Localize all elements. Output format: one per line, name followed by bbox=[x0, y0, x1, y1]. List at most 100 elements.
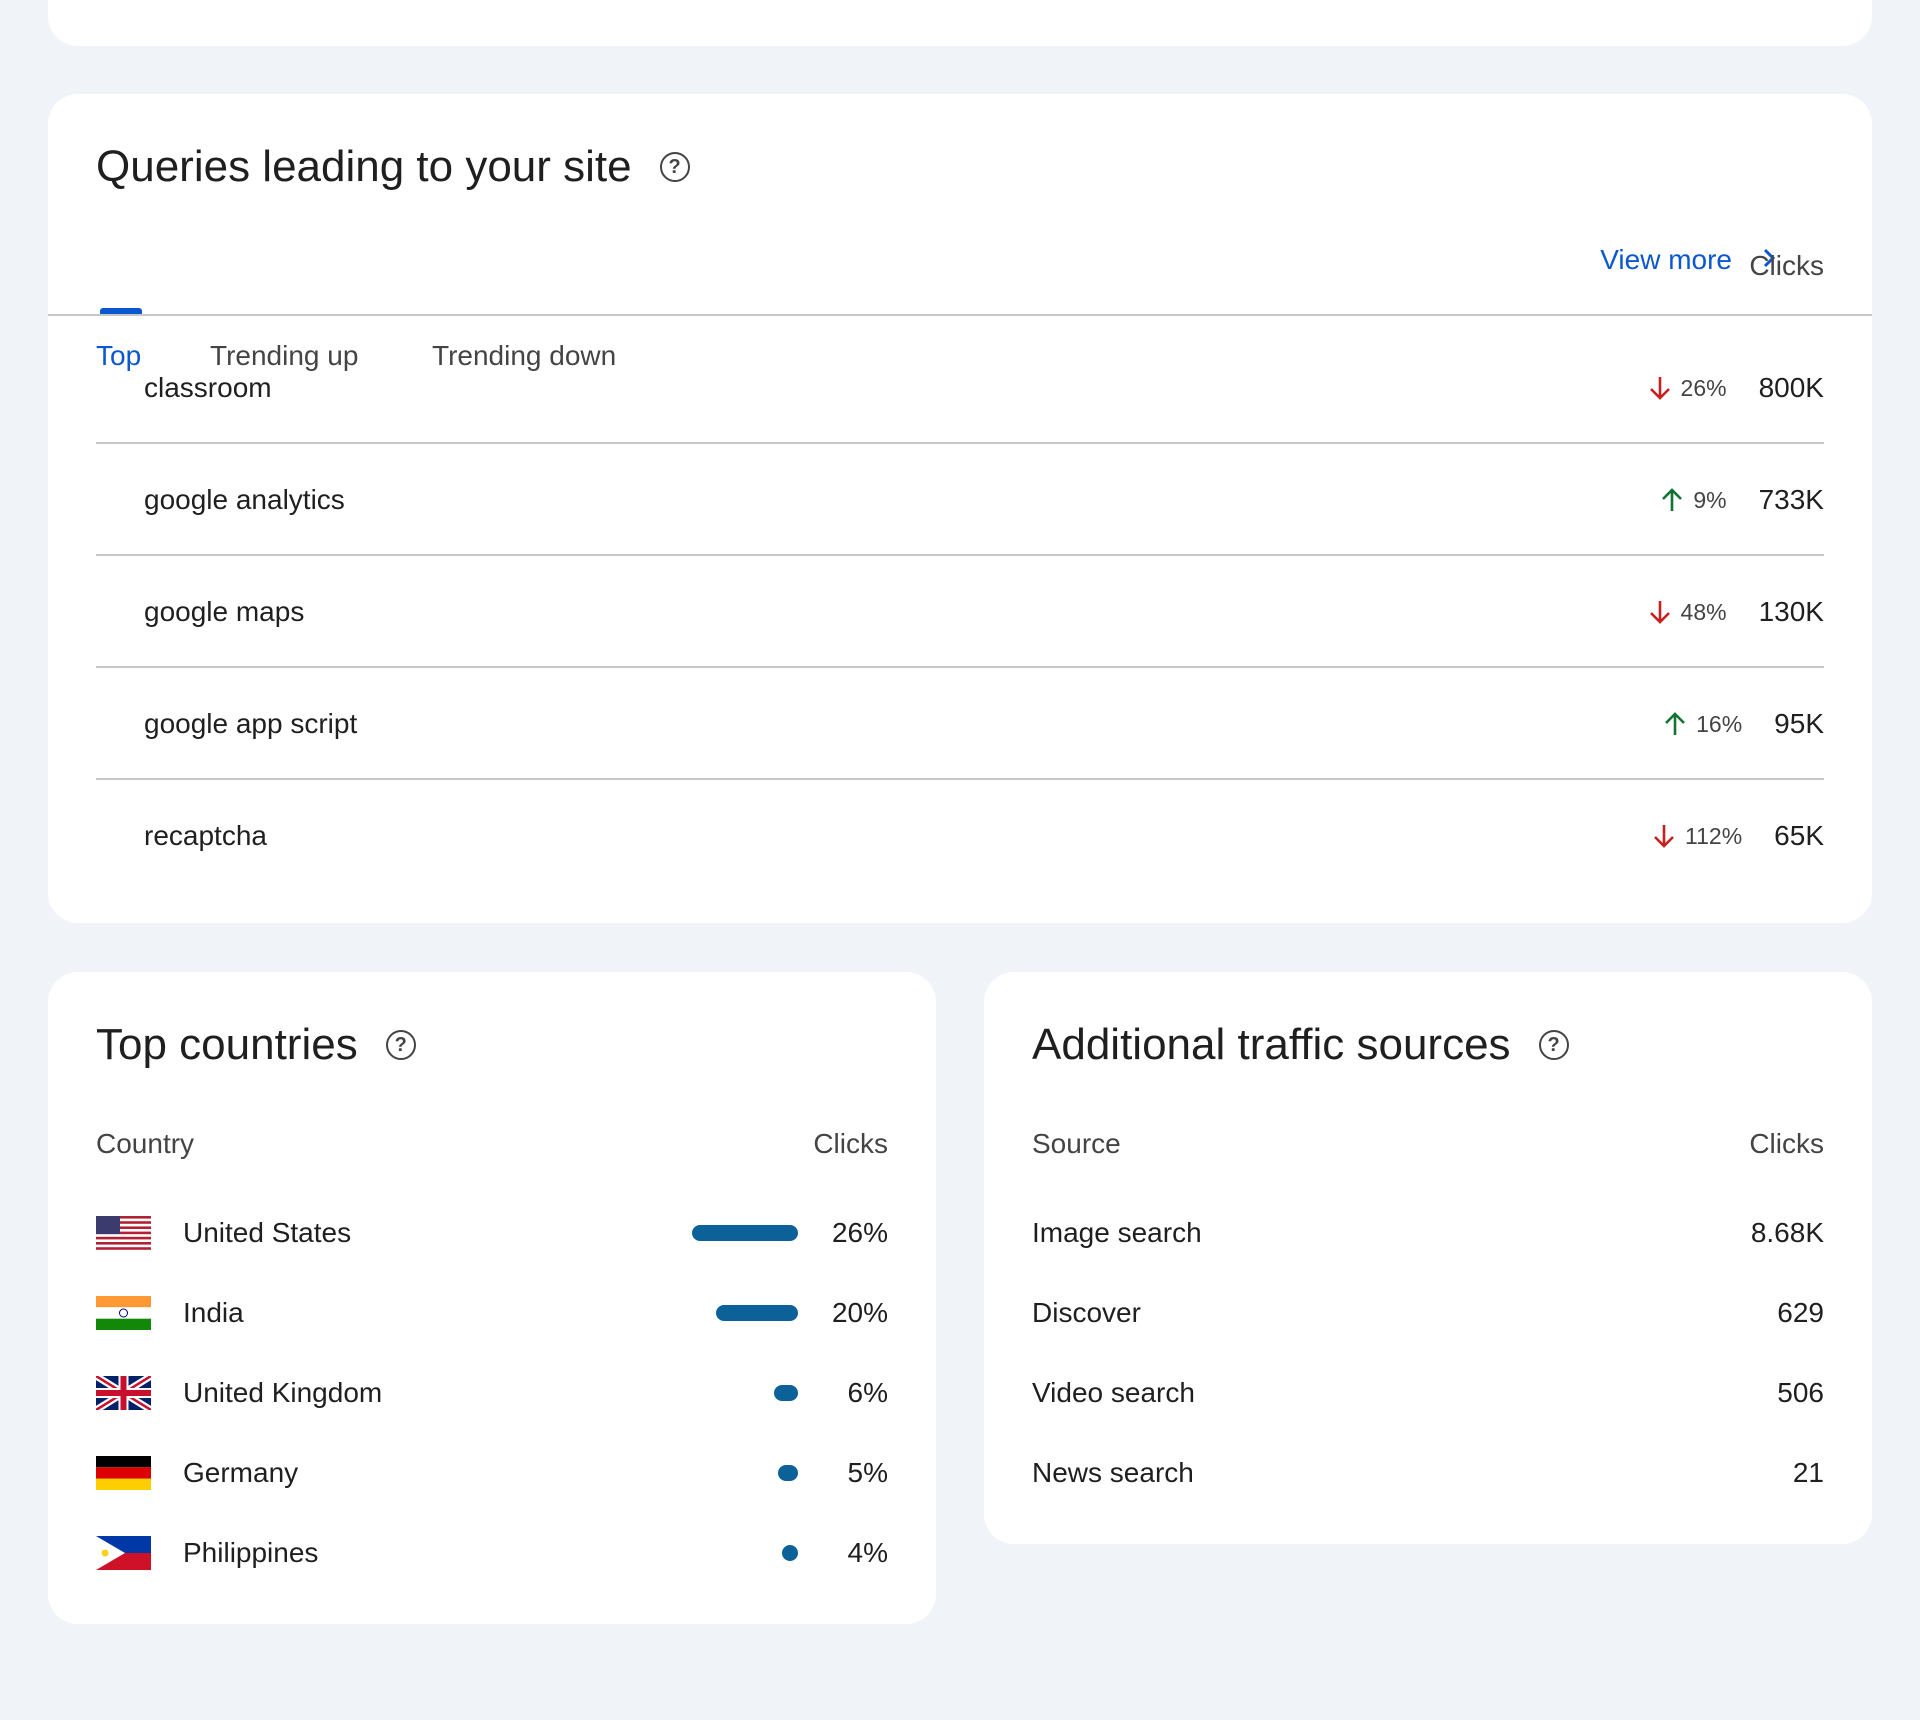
clicks-header: Clicks bbox=[1749, 250, 1824, 281]
clicks-value: 800K bbox=[1758, 372, 1824, 403]
queries-title: Queries leading to your site ? bbox=[96, 142, 690, 192]
row-divider bbox=[96, 442, 1824, 444]
clicks-header: Clicks bbox=[813, 1128, 888, 1159]
share-bar-track bbox=[688, 1305, 798, 1321]
row-divider bbox=[96, 778, 1824, 780]
arrow-down-icon bbox=[1649, 375, 1671, 401]
top-card-remnant bbox=[48, 0, 1872, 46]
query-text: recaptcha bbox=[144, 820, 267, 851]
query-text: classroom bbox=[144, 372, 272, 403]
view-more-label: View more bbox=[1600, 244, 1732, 275]
country-row[interactable]: Philippines 4% bbox=[96, 1523, 888, 1583]
query-text: google maps bbox=[144, 596, 305, 627]
query-row[interactable]: google app script 16% 95K bbox=[144, 668, 1824, 780]
country-row[interactable]: India 20% bbox=[96, 1283, 888, 1343]
help-icon[interactable]: ? bbox=[1538, 1030, 1569, 1060]
row-divider bbox=[96, 666, 1824, 668]
source-row[interactable]: Video search 506 bbox=[1032, 1363, 1824, 1423]
query-row[interactable]: google analytics 9% 733K bbox=[144, 444, 1824, 556]
query-row[interactable]: google maps 48% 130K bbox=[144, 556, 1824, 668]
country-name: Philippines bbox=[183, 1537, 319, 1568]
active-tab-indicator bbox=[100, 308, 142, 314]
query-row[interactable]: recaptcha 112% 65K bbox=[144, 780, 1824, 892]
country-name: India bbox=[183, 1297, 244, 1328]
share-bar bbox=[773, 1385, 798, 1401]
clicks-value: 65K bbox=[1774, 820, 1824, 851]
country-name: United States bbox=[183, 1217, 352, 1248]
change-indicator: 26% bbox=[1649, 375, 1727, 402]
country-name: Germany bbox=[183, 1457, 299, 1488]
share-percent: 5% bbox=[847, 1457, 888, 1488]
source-name: Discover bbox=[1032, 1297, 1141, 1328]
change-value: 26% bbox=[1680, 374, 1727, 401]
germany-flag-icon bbox=[96, 1456, 151, 1490]
share-bar bbox=[692, 1225, 798, 1241]
us-flag-icon bbox=[96, 1216, 151, 1250]
source-name: Image search bbox=[1032, 1217, 1202, 1248]
source-row[interactable]: News search 21 bbox=[1032, 1443, 1824, 1503]
query-text: google app script bbox=[144, 708, 358, 739]
help-icon[interactable]: ? bbox=[385, 1030, 416, 1060]
change-indicator: 9% bbox=[1661, 486, 1727, 514]
help-icon[interactable]: ? bbox=[659, 152, 690, 182]
countries-title-text: Top countries bbox=[96, 1020, 358, 1069]
query-row[interactable]: classroom 26% 800K bbox=[144, 332, 1824, 444]
row-divider bbox=[96, 554, 1824, 556]
clicks-value: 733K bbox=[1758, 484, 1824, 515]
arrow-up-icon bbox=[1661, 487, 1683, 513]
arrow-down-icon bbox=[1653, 823, 1675, 849]
query-text: google analytics bbox=[144, 484, 345, 515]
clicks-value: 95K bbox=[1774, 708, 1824, 739]
traffic-card: Additional traffic sources ? Source Clic… bbox=[984, 972, 1872, 1544]
tab-trending-down[interactable]: Trending down bbox=[432, 340, 617, 371]
country-header: Country bbox=[96, 1128, 195, 1159]
share-bar bbox=[781, 1545, 798, 1561]
country-name: United Kingdom bbox=[183, 1377, 383, 1408]
tab-trending-up[interactable]: Trending up bbox=[210, 340, 359, 371]
tab-top[interactable]: Top bbox=[96, 340, 142, 371]
share-bar-track bbox=[688, 1545, 798, 1561]
share-bar bbox=[777, 1465, 798, 1481]
share-percent: 20% bbox=[831, 1297, 888, 1328]
arrow-up-icon bbox=[1664, 711, 1686, 737]
queries-title-text: Queries leading to your site bbox=[96, 142, 632, 191]
share-bar-track bbox=[688, 1225, 798, 1241]
source-name: News search bbox=[1032, 1457, 1194, 1488]
india-flag-icon bbox=[96, 1296, 151, 1330]
share-percent: 4% bbox=[847, 1537, 888, 1568]
country-row[interactable]: United States 26% bbox=[96, 1203, 888, 1263]
share-percent: 6% bbox=[847, 1377, 888, 1408]
share-bar-track bbox=[688, 1385, 798, 1401]
uk-flag-icon bbox=[94, 1373, 153, 1413]
change-indicator: 16% bbox=[1664, 711, 1742, 738]
tabs-divider bbox=[48, 314, 1872, 316]
change-value: 48% bbox=[1680, 598, 1727, 625]
source-header: Source bbox=[1032, 1128, 1121, 1159]
clicks-header: Clicks bbox=[1749, 1128, 1824, 1159]
clicks-value: 506 bbox=[1777, 1377, 1824, 1408]
traffic-title-text: Additional traffic sources bbox=[1032, 1020, 1511, 1069]
change-value: 112% bbox=[1685, 822, 1743, 849]
change-value: 16% bbox=[1696, 710, 1743, 737]
share-bar-track bbox=[688, 1465, 798, 1481]
chevron-right-icon bbox=[1762, 244, 1776, 276]
philippines-flag-icon bbox=[96, 1536, 151, 1570]
clicks-value: 130K bbox=[1758, 596, 1824, 627]
share-percent: 26% bbox=[831, 1217, 888, 1248]
queries-card: Queries leading to your site ? View more… bbox=[48, 94, 1872, 923]
change-value: 9% bbox=[1693, 486, 1727, 513]
change-indicator: 48% bbox=[1649, 599, 1727, 626]
share-bar bbox=[716, 1305, 798, 1321]
countries-title: Top countries ? bbox=[96, 1020, 416, 1070]
view-more-link[interactable]: View more bbox=[1600, 244, 1776, 276]
clicks-value: 629 bbox=[1777, 1297, 1824, 1328]
country-row[interactable]: Germany 5% bbox=[96, 1443, 888, 1503]
source-row[interactable]: Discover 629 bbox=[1032, 1283, 1824, 1343]
source-row[interactable]: Image search 8.68K bbox=[1032, 1203, 1824, 1263]
clicks-value: 8.68K bbox=[1750, 1217, 1824, 1248]
countries-card: Top countries ? Country Clicks United St… bbox=[48, 972, 936, 1624]
clicks-value: 21 bbox=[1792, 1457, 1824, 1488]
country-row[interactable]: United Kingdom 6% bbox=[94, 1363, 888, 1423]
change-indicator: 112% bbox=[1653, 823, 1742, 850]
source-name: Video search bbox=[1032, 1377, 1195, 1408]
